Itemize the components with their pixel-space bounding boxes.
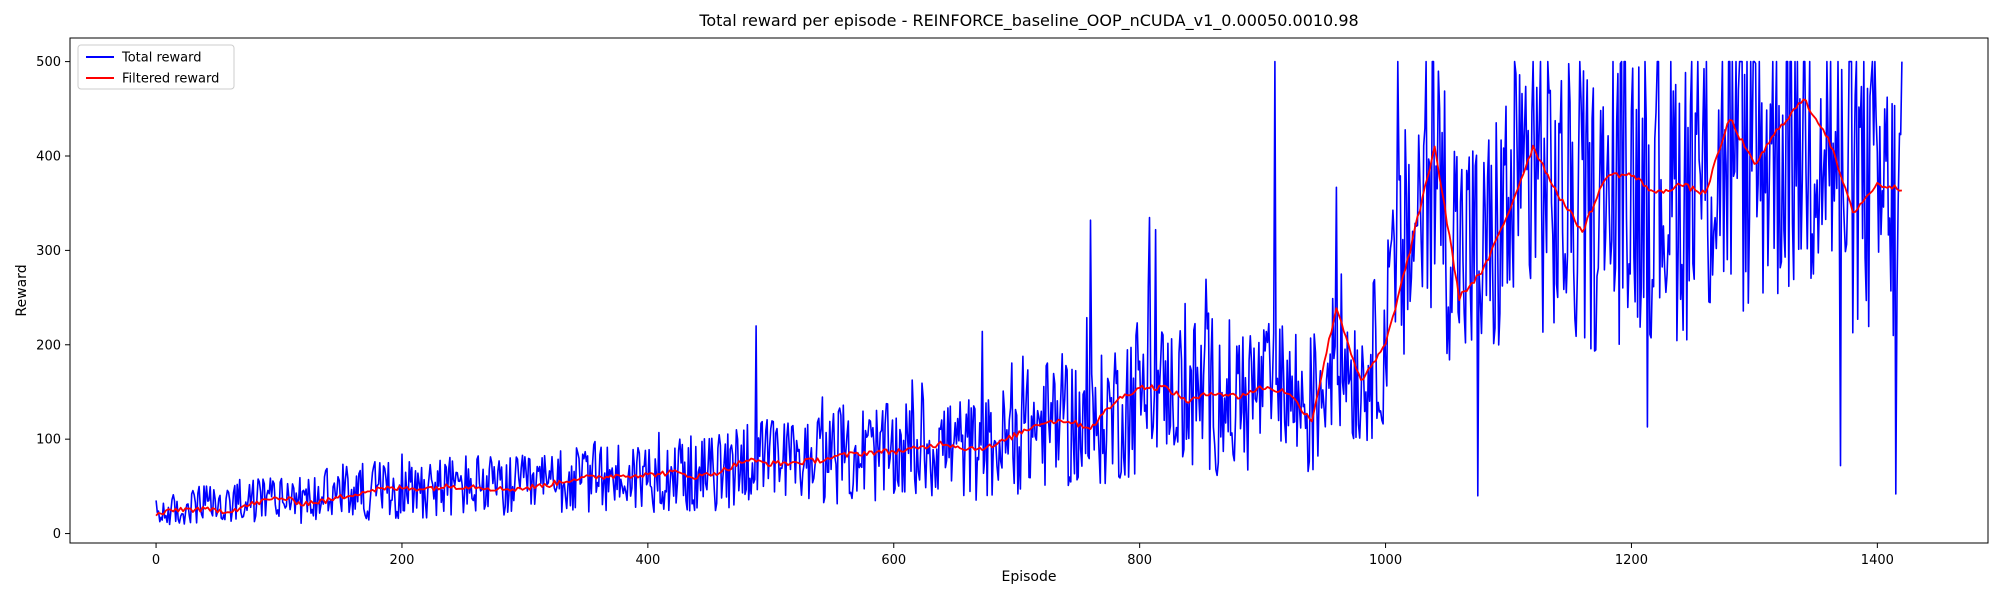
x-tick-label: 800 xyxy=(1127,553,1152,568)
x-tick-label: 200 xyxy=(390,553,415,568)
y-tick-label: 0 xyxy=(53,527,61,542)
x-tick-label: 1200 xyxy=(1615,553,1648,568)
y-tick-label: 200 xyxy=(36,338,61,353)
series-layer xyxy=(155,60,1903,526)
y-axis: 0 100 200 300 400 500 xyxy=(36,55,70,542)
legend: Total reward Filtered reward xyxy=(77,44,235,90)
y-tick-label: 400 xyxy=(36,149,61,164)
legend-label: Filtered reward xyxy=(122,72,219,87)
x-axis-label: Episode xyxy=(1002,569,1057,585)
series-line-filtered-reward xyxy=(155,98,1902,517)
x-tick-label: 600 xyxy=(881,553,906,568)
plot-area xyxy=(69,37,1989,544)
y-tick-label: 500 xyxy=(36,55,61,70)
y-axis-label: Reward xyxy=(14,264,30,316)
y-tick-label: 300 xyxy=(36,244,61,259)
x-tick-label: 1400 xyxy=(1861,553,1894,568)
y-tick-label: 100 xyxy=(36,433,61,448)
chart-title: Total reward per episode - REINFORCE_bas… xyxy=(698,11,1358,31)
legend-label: Total reward xyxy=(121,51,202,66)
x-tick-label: 0 xyxy=(152,553,160,568)
legend-box xyxy=(77,44,235,90)
x-tick-label: 400 xyxy=(635,553,660,568)
axes-frame xyxy=(69,37,1989,544)
x-axis: 0 200 400 600 800 1000 1200 1400 xyxy=(152,543,1894,568)
x-tick-label: 1000 xyxy=(1369,553,1402,568)
